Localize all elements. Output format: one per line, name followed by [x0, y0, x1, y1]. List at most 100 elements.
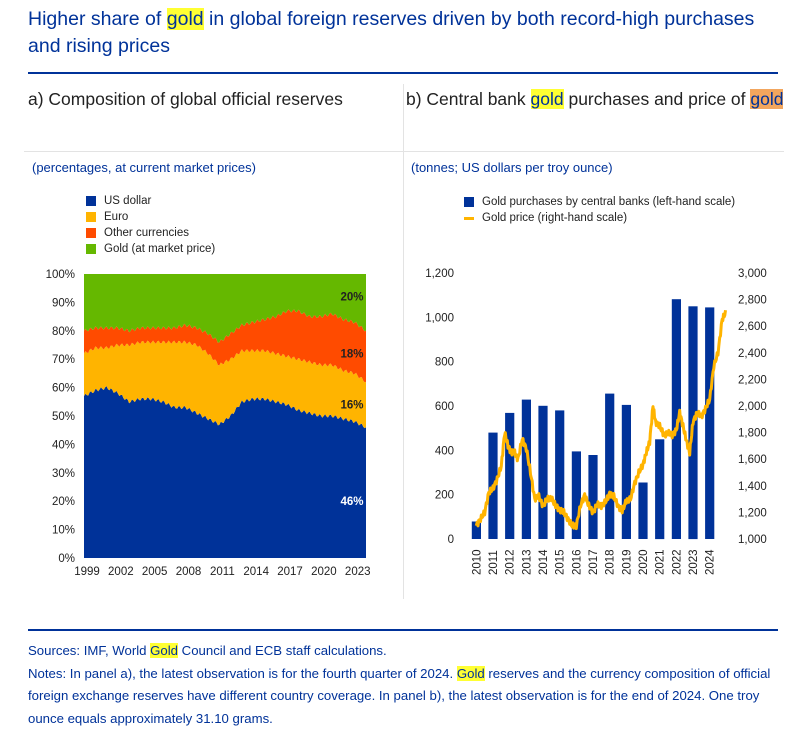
- x-tick-label: 2008: [176, 566, 202, 578]
- legend-label-purchases: Gold purchases by central banks (left-ha…: [482, 196, 736, 208]
- y-right-tick-label: 2,400: [738, 348, 767, 360]
- y-right-tick-label: 1,600: [738, 454, 767, 466]
- bar-2015: [555, 410, 565, 539]
- bar-2016: [571, 451, 581, 539]
- legend-label-usd: US dollar: [104, 195, 152, 207]
- x-tick-label: 2015: [555, 549, 567, 575]
- panel-b-title-text-1: b) Central bank: [406, 89, 531, 109]
- y-tick-label: 30%: [52, 468, 75, 480]
- title-text-1: Higher share of: [28, 8, 167, 30]
- y-tick-label: 0%: [58, 553, 75, 565]
- y-tick-label: 70%: [52, 354, 75, 366]
- x-tick-label: 2002: [108, 566, 134, 578]
- bar-2014: [538, 405, 548, 539]
- y-left-tick-label: 400: [435, 445, 454, 457]
- sources-line: Sources: IMF, World Gold Council and ECB…: [28, 640, 773, 663]
- legend-item-other: Other currencies: [86, 226, 215, 241]
- notes-line: Notes: In panel a), the latest observati…: [28, 663, 773, 731]
- panel-a-legend: US dollar Euro Other currencies Gold (at…: [86, 194, 215, 258]
- bar-2021: [655, 439, 665, 540]
- y-right-tick-label: 1,800: [738, 428, 767, 440]
- y-tick-label: 40%: [52, 439, 75, 451]
- bar-2019: [621, 404, 631, 539]
- x-tick-label: 2011: [488, 550, 500, 575]
- data-label: 46%: [340, 496, 363, 508]
- panel-a-unit: (percentages, at current market prices): [32, 160, 256, 175]
- other-swatch: [86, 228, 96, 238]
- bar-2020: [638, 482, 648, 539]
- y-tick-label: 90%: [52, 297, 75, 309]
- legend-item-purchases: Gold purchases by central banks (left-ha…: [464, 195, 754, 210]
- x-tick-label: 2023: [688, 549, 700, 575]
- x-tick-label: 2017: [588, 549, 600, 575]
- y-tick-label: 20%: [52, 496, 75, 508]
- bar-2010: [471, 521, 481, 539]
- panel-b-unit: (tonnes; US dollars per troy ounce): [411, 160, 613, 175]
- x-tick-label: 1999: [74, 566, 100, 578]
- gold-swatch: [86, 244, 96, 254]
- notes-gold-highlight: Gold: [456, 665, 485, 681]
- y-left-tick-label: 1,000: [425, 312, 454, 324]
- x-tick-label: 2020: [311, 566, 337, 578]
- header-divider: [24, 151, 784, 152]
- y-right-tick-label: 2,600: [738, 321, 767, 333]
- panel-b-gold-highlight-2: gold: [750, 89, 784, 109]
- x-tick-label: 2010: [471, 549, 483, 575]
- euro-swatch: [86, 212, 96, 222]
- sources-text-1: Sources: IMF, World: [28, 643, 151, 658]
- x-tick-label: 2013: [521, 549, 533, 575]
- y-right-tick-label: 1,400: [738, 481, 767, 493]
- notes-text-1: Notes: In panel a), the latest observati…: [28, 665, 457, 681]
- title-text-2: in global foreign reserves driven by bot…: [28, 8, 755, 57]
- x-tick-label: 2016: [571, 549, 583, 575]
- y-tick-label: 60%: [52, 383, 75, 395]
- legend-label-euro: Euro: [104, 211, 129, 223]
- y-left-tick-label: 800: [435, 357, 454, 369]
- bar-2018: [605, 393, 615, 539]
- y-right-tick-label: 2,000: [738, 401, 767, 413]
- y-left-tick-label: 1,200: [425, 268, 454, 280]
- purchases-swatch: [464, 197, 474, 207]
- x-tick-label: 2019: [621, 549, 633, 575]
- legend-item-euro: Euro: [86, 210, 215, 225]
- footnotes: Sources: IMF, World Gold Council and ECB…: [28, 640, 773, 730]
- y-tick-label: 80%: [52, 326, 75, 338]
- sources-text-2: Council and ECB staff calculations.: [178, 643, 387, 658]
- y-left-tick-label: 200: [435, 490, 454, 502]
- y-tick-label: 100%: [46, 269, 75, 281]
- y-tick-label: 50%: [52, 411, 75, 423]
- usd-swatch: [86, 196, 96, 206]
- x-tick-label: 2020: [638, 549, 650, 575]
- x-tick-label: 2023: [345, 566, 371, 578]
- y-right-tick-label: 1,000: [738, 534, 767, 546]
- y-right-tick-label: 1,200: [738, 507, 767, 519]
- bar-2013: [521, 399, 531, 539]
- legend-item-gold: Gold (at market price): [86, 242, 215, 257]
- bar-2017: [588, 455, 598, 539]
- legend-label-price: Gold price (right-hand scale): [482, 212, 628, 224]
- panel-a-title: a) Composition of global official reserv…: [28, 89, 343, 109]
- top-rule: [28, 72, 778, 74]
- y-right-tick-label: 2,800: [738, 295, 767, 307]
- data-label: 18%: [340, 349, 363, 361]
- data-label: 16%: [340, 400, 363, 412]
- x-tick-label: 2005: [142, 566, 168, 578]
- data-label: 20%: [340, 292, 363, 304]
- area-euro: [84, 340, 366, 429]
- gold-price-line: [474, 309, 727, 531]
- x-tick-label: 2011: [210, 566, 235, 578]
- area-us-dollar: [84, 386, 366, 558]
- y-left-tick-label: 0: [448, 534, 454, 546]
- legend-label-gold: Gold (at market price): [104, 243, 216, 255]
- panel-b-title-text-2: purchases and price of: [563, 89, 751, 109]
- legend-item-price: Gold price (right-hand scale): [464, 211, 754, 226]
- panel-b-gold-highlight-1: gold: [530, 89, 564, 109]
- legend-label-other: Other currencies: [104, 227, 190, 239]
- figure-title: Higher share of gold in global foreign r…: [28, 6, 788, 60]
- x-tick-label: 2012: [505, 549, 517, 575]
- y-right-tick-label: 2,200: [738, 374, 767, 386]
- x-tick-label: 2022: [671, 549, 683, 575]
- panel-a-chart: 0% 10% 20% 30% 40% 50% 60% 70% 80% 90% 100% 1999 200…: [46, 269, 371, 578]
- bar-2022: [671, 299, 681, 539]
- panel-b-title: b) Central bank gold purchases and price…: [406, 86, 786, 112]
